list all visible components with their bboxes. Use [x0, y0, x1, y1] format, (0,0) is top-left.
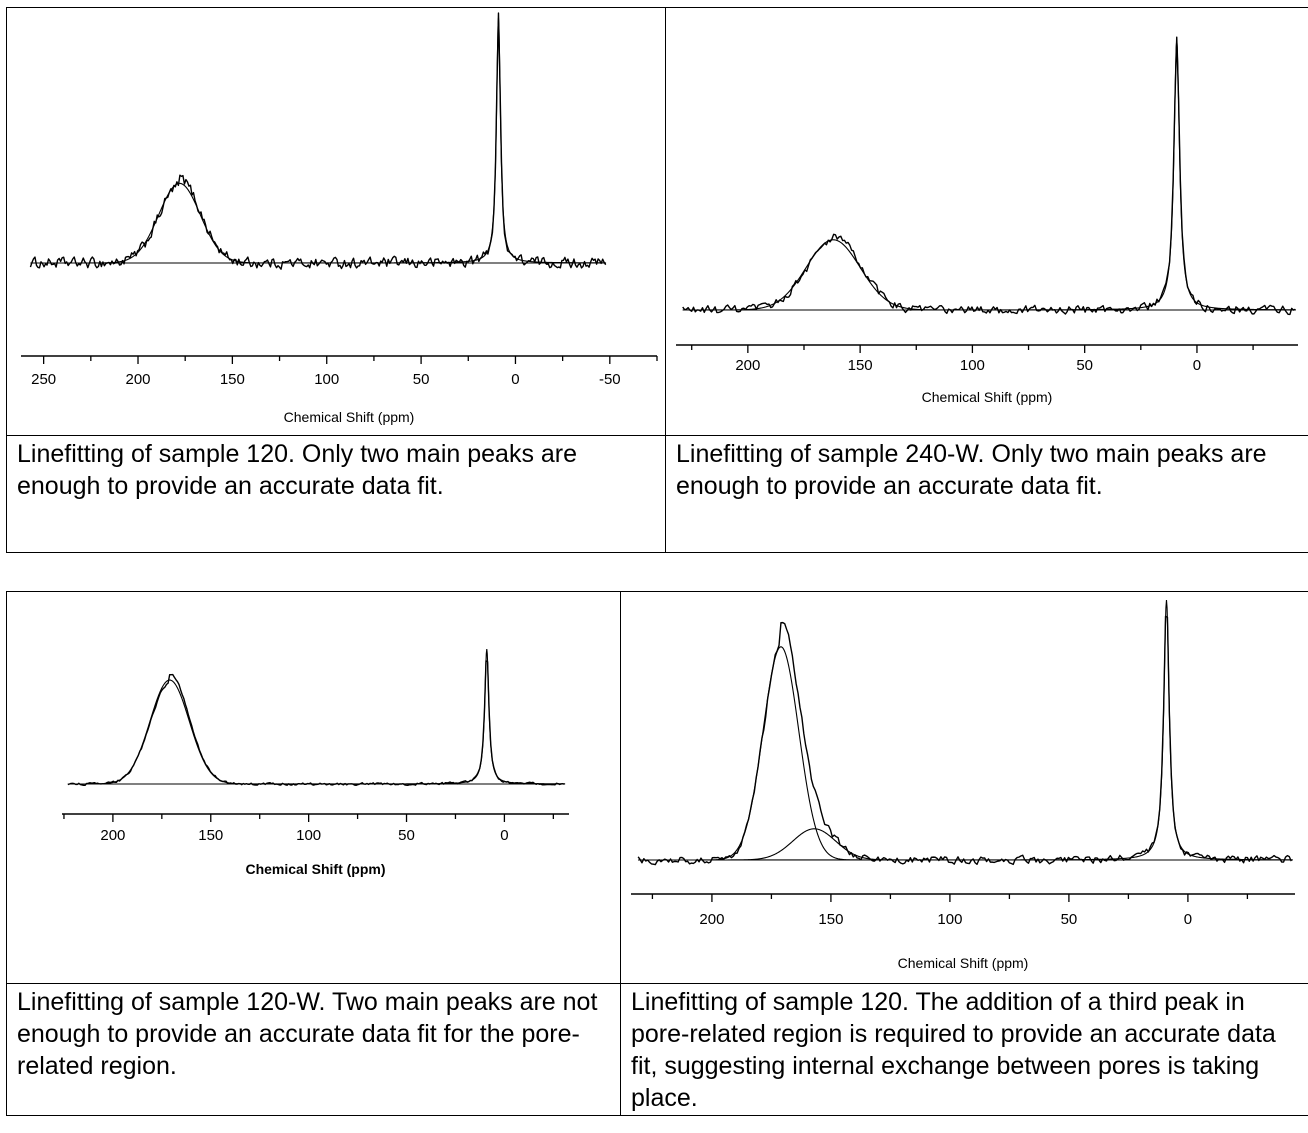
- tick-label: 50: [1061, 911, 1078, 928]
- tick-label: 100: [960, 357, 985, 374]
- caption-2: Linefitting of sample 240-W. Only two ma…: [665, 435, 1308, 553]
- tick-label: 50: [1076, 357, 1093, 374]
- spectrum-trace: [637, 615, 1292, 866]
- x-axis-label: Chemical Shift (ppm): [245, 861, 385, 877]
- component-peak-1: [638, 646, 1293, 861]
- x-axis-label: Chemical Shift (ppm): [898, 955, 1029, 971]
- tick-label: 150: [220, 371, 245, 388]
- caption-4: Linefitting of sample 120. The addition …: [620, 983, 1308, 1116]
- tick-label: -50: [599, 371, 621, 388]
- x-axis-label: Chemical Shift (ppm): [922, 389, 1053, 405]
- tick-label: 0: [500, 827, 508, 844]
- figure-table-top: 250 200 150 100 50 0 -50 Chemical Shift (ppm) 2…: [6, 7, 1308, 553]
- tick-label: 150: [848, 357, 873, 374]
- tick-label: 200: [735, 357, 760, 374]
- plot-cell-3: 200 150 100 50 0 Chemical Shift (ppm): [6, 591, 621, 984]
- tick-label: 150: [198, 827, 223, 844]
- plot-cell-1: 250 200 150 100 50 0 -50 Chemical Shift (ppm): [6, 7, 666, 436]
- tick-label: 250: [31, 371, 56, 388]
- plot-cell-2: 200 150 100 50 0 Chemical Shift (ppm): [665, 7, 1308, 436]
- tick-label: 100: [314, 371, 339, 388]
- tick-label: 0: [1193, 357, 1201, 374]
- caption-1: Linefitting of sample 120. Only two main…: [6, 435, 666, 553]
- spectrum-trace: [67, 660, 565, 787]
- spectrum-chart-4: 200 150 100 50 0 Chemical Shift (ppm): [631, 599, 1295, 971]
- tick-label: 0: [511, 371, 519, 388]
- plot-cell-4: 200 150 100 50 0 Chemical Shift (ppm): [620, 591, 1308, 984]
- tick-label: 200: [100, 827, 125, 844]
- component-peak-3: [638, 599, 1293, 861]
- fit-curve: [682, 39, 1296, 311]
- tick-label: 50: [413, 371, 430, 388]
- tick-label: 200: [125, 371, 150, 388]
- tick-label: 100: [937, 911, 962, 928]
- tick-label: 100: [296, 827, 321, 844]
- figure-table-bottom: 200 150 100 50 0 Chemical Shift (ppm) 200 150 1…: [6, 591, 1308, 1116]
- spectrum-trace: [682, 36, 1296, 316]
- spectrum-trace: [29, 12, 607, 270]
- component-peak-2: [638, 828, 1293, 861]
- caption-3: Linefitting of sample 120-W. Two main pe…: [6, 983, 621, 1116]
- spectrum-chart-1: 250 200 150 100 50 0 -50 Chemical Shift (ppm): [21, 12, 658, 425]
- spectrum-chart-2: 200 150 100 50 0 Chemical Shift (ppm): [676, 36, 1298, 405]
- tick-label: 150: [818, 911, 843, 928]
- tick-label: 200: [699, 911, 724, 928]
- tick-label: 50: [398, 827, 415, 844]
- fit-curve: [67, 648, 566, 785]
- fit-curve: [30, 17, 607, 264]
- x-axis-label: Chemical Shift (ppm): [284, 409, 415, 425]
- spectrum-chart-3: 200 150 100 50 0 Chemical Shift (ppm): [62, 648, 569, 877]
- tick-label: 0: [1184, 911, 1192, 928]
